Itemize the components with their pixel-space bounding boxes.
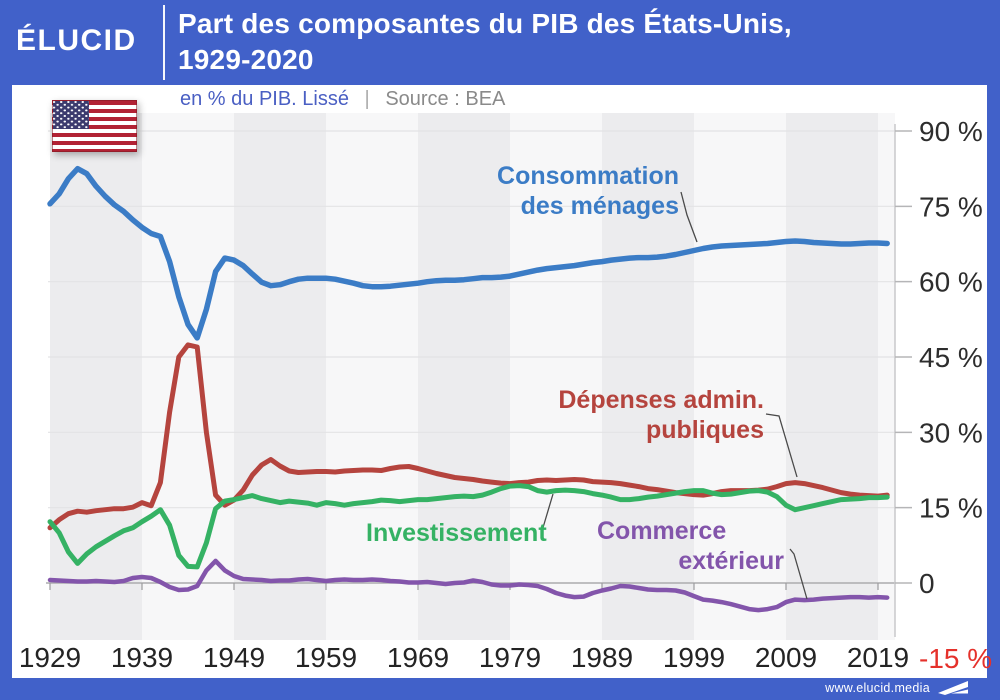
y-axis-label: 30 % [919,417,983,448]
year-label-bg [659,641,729,672]
decade-band [142,113,234,640]
y-axis-label: 60 % [919,267,983,298]
label-connector-line [541,493,554,532]
y-axis-label: 45 % [919,342,983,373]
year-label-bg [15,641,85,672]
y-axis-label: 90 % [919,116,983,147]
year-label-bg [383,641,453,672]
x-axis-label: 1939 [111,642,173,673]
decade-band [50,113,142,640]
x-axis-label: 1999 [663,642,725,673]
x-axis-label: 1979 [479,642,541,673]
series-label-line: des ménages [520,192,679,220]
series-label-line: publiques [645,416,764,444]
x-axis-label: 1929 [19,642,81,673]
year-label-bg [567,641,637,672]
x-axis-label: 1949 [203,642,265,673]
series-label-depenses: Dépenses admin. publiques [540,385,764,445]
us-flag-canton [53,101,89,129]
y-axis-label-negative: -15 % [919,643,992,674]
footer-bar: www.elucid.media [0,678,1000,700]
series-label-commerce: Commerce extérieur [597,516,784,576]
series-label-line: Dépenses admin. [558,386,764,414]
x-axis-label: 1959 [295,642,357,673]
footer-url[interactable]: www.elucid.media [825,681,930,695]
subtitle-unit: en % du PIB. Lissé [180,88,349,110]
series-line-0 [47,165,890,341]
x-axis-label: 2019 [847,642,909,673]
title-line-2: 1929-2020 [178,44,314,75]
x-axis-label: 2009 [755,642,817,673]
x-axis-label: 1989 [571,642,633,673]
decade-band [418,113,510,640]
subtitle-separator: | [364,88,370,110]
year-label-bg [199,641,269,672]
label-connector-line [765,413,798,478]
y-axis-label: 15 % [919,493,983,524]
label-connector-line [680,191,698,243]
series-line-2 [47,483,890,570]
series-label-consommation: Consommation des ménages [455,161,679,221]
decade-band [510,113,602,640]
elucid-logo: ÉLUCID [16,24,137,57]
year-label-bg [843,641,913,672]
series-label-line: Commerce [597,517,727,545]
footer-content: www.elucid.media [825,680,970,696]
elucid-flag-icon [938,681,968,695]
decade-band [326,113,418,640]
header-bar: ÉLUCID Part des composantes du PIB des É… [0,0,1000,85]
subtitle-source: Source : BEA [385,88,506,110]
header-separator [163,5,165,80]
decade-band [878,113,895,640]
year-label-bg [291,641,361,672]
decade-band [602,113,694,640]
year-label-bg [475,641,545,672]
y-axis-label: 0 [919,568,935,599]
series-line-3 [47,558,890,613]
decade-band [786,113,878,640]
year-label-bg [107,641,177,672]
title-line-1: Part des composantes du PIB des États-Un… [178,8,792,39]
us-flag [52,100,137,152]
year-label-bg [751,641,821,672]
decade-band [694,113,786,640]
series-label-line: extérieur [678,547,784,575]
series-label-line: Consommation [497,162,679,190]
decade-band [234,113,326,640]
chart-subtitle: en % du PIB. Lissé | Source : BEA [180,88,505,111]
label-connector-line [789,548,808,600]
series-label-line: Investissement [366,519,547,547]
series-label-investissement: Investissement [366,518,547,548]
page-title: Part des composantes du PIB des États-Un… [178,6,792,78]
y-axis-label: 75 % [919,191,983,222]
x-axis-label: 1969 [387,642,449,673]
